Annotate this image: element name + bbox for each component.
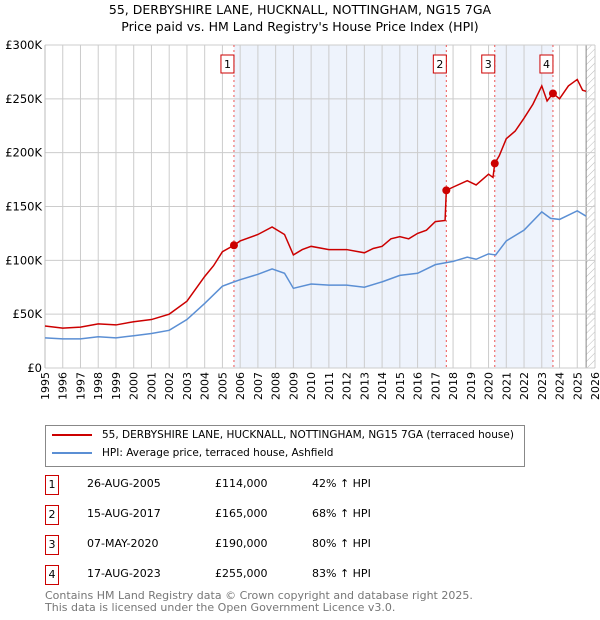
sale-number: 4 bbox=[45, 565, 59, 585]
x-tick-label: 2012 bbox=[341, 372, 354, 400]
legend-swatch-property bbox=[52, 434, 92, 436]
x-tick-label: 2021 bbox=[500, 372, 513, 400]
x-tick-label: 2008 bbox=[270, 372, 283, 400]
x-tick-label: 2023 bbox=[536, 372, 549, 400]
x-tick-label: 2018 bbox=[447, 372, 460, 400]
x-tick-label: 2009 bbox=[287, 372, 300, 400]
legend: 55, DERBYSHIRE LANE, HUCKNALL, NOTTINGHA… bbox=[45, 425, 525, 467]
sale-price: £255,000 bbox=[215, 567, 268, 580]
legend-label-hpi: HPI: Average price, terraced house, Ashf… bbox=[102, 447, 334, 459]
sale-row: 4 17-AUG-2023 £255,000 83% ↑ HPI bbox=[45, 565, 465, 585]
x-tick-label: 2025 bbox=[571, 372, 584, 400]
y-tick-label: £100K bbox=[5, 253, 42, 267]
x-tick-label: 2016 bbox=[412, 372, 425, 400]
sale-number: 2 bbox=[45, 505, 59, 525]
sale-hpi-change: 68% ↑ HPI bbox=[312, 507, 371, 520]
hpi-line bbox=[44, 209, 587, 340]
x-tick-label: 2005 bbox=[216, 372, 229, 400]
x-tick-label: 2017 bbox=[429, 372, 442, 400]
sale-marker-box bbox=[539, 54, 554, 74]
sale-date: 26-AUG-2005 bbox=[87, 477, 161, 490]
sale-number: 3 bbox=[45, 535, 59, 555]
x-tick-label: 2010 bbox=[305, 372, 318, 400]
x-tick-label: 1995 bbox=[39, 372, 52, 400]
sale-date: 15-AUG-2017 bbox=[87, 507, 161, 520]
x-tick-label: 2014 bbox=[376, 372, 389, 400]
sale-row: 2 15-AUG-2017 £165,000 68% ↑ HPI bbox=[45, 505, 465, 525]
sale-date: 17-AUG-2023 bbox=[87, 567, 161, 580]
y-tick-label: £50K bbox=[13, 307, 43, 321]
x-tick-label: 2002 bbox=[163, 372, 176, 400]
sale-point bbox=[548, 89, 557, 98]
x-tick-label: 2004 bbox=[199, 372, 212, 400]
chart-title: 55, DERBYSHIRE LANE, HUCKNALL, NOTTINGHA… bbox=[108, 2, 492, 17]
x-tick-label: 2003 bbox=[181, 372, 194, 400]
sale-marker-label: 3 bbox=[485, 58, 492, 71]
x-tick-label: 2019 bbox=[465, 372, 478, 400]
y-tick-label: £0 bbox=[27, 361, 42, 375]
x-tick-label: 2022 bbox=[518, 372, 531, 400]
sale-number: 1 bbox=[45, 475, 59, 495]
sale-date: 07-MAY-2020 bbox=[87, 537, 159, 550]
sale-marker-box bbox=[220, 54, 235, 74]
sale-marker-box bbox=[481, 54, 496, 74]
footer-line-2: This data is licensed under the Open Gov… bbox=[45, 600, 396, 614]
x-tick-label: 1996 bbox=[57, 372, 70, 400]
sale-point bbox=[442, 186, 451, 195]
sale-hpi-change: 80% ↑ HPI bbox=[312, 537, 371, 550]
sale-hpi-change: 83% ↑ HPI bbox=[312, 567, 371, 580]
y-tick-label: £300K bbox=[5, 38, 42, 52]
sale-point bbox=[229, 241, 238, 250]
chart-subtitle: Price paid vs. HM Land Registry's House … bbox=[121, 19, 479, 34]
legend-swatch-hpi bbox=[52, 452, 92, 454]
footer: Contains HM Land Registry data © Crown c… bbox=[45, 590, 473, 613]
x-tick-label: 2006 bbox=[234, 372, 247, 400]
x-tick-label: 2013 bbox=[358, 372, 371, 400]
x-tick-label: 2024 bbox=[554, 372, 567, 400]
sale-hpi-change: 42% ↑ HPI bbox=[312, 477, 371, 490]
x-tick-label: 1998 bbox=[92, 372, 105, 400]
x-tick-label: 1999 bbox=[110, 372, 123, 400]
x-tick-label: 2020 bbox=[483, 372, 496, 400]
property-price-line bbox=[44, 78, 587, 329]
x-tick-label: 2000 bbox=[128, 372, 141, 400]
sale-price: £114,000 bbox=[215, 477, 268, 490]
x-tick-label: 2001 bbox=[145, 372, 158, 400]
x-tick-label: 2015 bbox=[394, 372, 407, 400]
sale-price: £165,000 bbox=[215, 507, 268, 520]
legend-label-property: 55, DERBYSHIRE LANE, HUCKNALL, NOTTINGHA… bbox=[102, 429, 514, 441]
sale-row: 1 26-AUG-2005 £114,000 42% ↑ HPI bbox=[45, 475, 465, 495]
sale-marker-label: 4 bbox=[543, 58, 550, 71]
sale-marker-box bbox=[432, 54, 447, 74]
y-tick-label: £150K bbox=[5, 200, 42, 214]
sale-point bbox=[490, 159, 499, 168]
sale-row: 3 07-MAY-2020 £190,000 80% ↑ HPI bbox=[45, 535, 465, 555]
price-chart: 1995 1996 1997 1998 1999 2000 2001 2002 2003 2004… bbox=[5, 38, 600, 400]
sale-marker-label: 1 bbox=[224, 58, 231, 71]
x-tick-label: 1997 bbox=[74, 372, 87, 400]
x-tick-label: 2026 bbox=[589, 372, 600, 400]
y-tick-label: £250K bbox=[5, 92, 42, 106]
x-tick-label: 2007 bbox=[252, 372, 265, 400]
footer-line-1: Contains HM Land Registry data © Crown c… bbox=[45, 589, 473, 602]
sale-marker-label: 2 bbox=[436, 58, 443, 71]
x-tick-label: 2011 bbox=[323, 372, 336, 400]
sale-price: £190,000 bbox=[215, 537, 268, 550]
y-tick-label: £200K bbox=[5, 146, 42, 160]
